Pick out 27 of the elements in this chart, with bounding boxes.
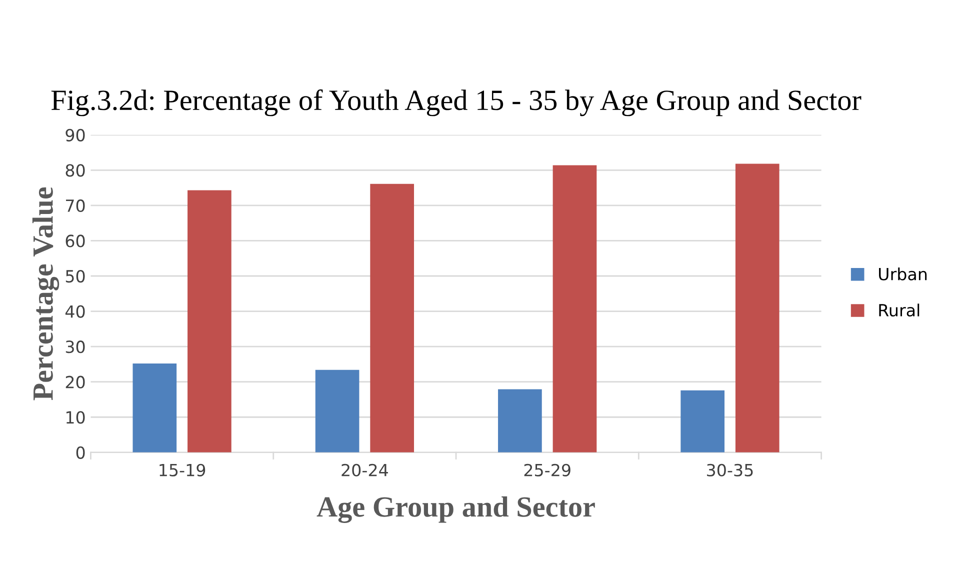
bar <box>132 364 177 452</box>
chart-title: Fig.3.2d: Percentage of Youth Aged 15 - 35 by Age Group and Sector <box>51 89 862 116</box>
bar <box>552 165 597 452</box>
bar <box>735 164 780 452</box>
x-tick-label: 20-24 <box>342 464 388 476</box>
y-tick-label: 50 <box>66 270 85 283</box>
bar <box>188 190 232 452</box>
legend-label: Rural <box>879 304 920 317</box>
bar <box>370 184 414 452</box>
legend-label: Urban <box>879 268 927 280</box>
y-tick-label: 70 <box>66 199 85 212</box>
x-axis-title: Age Group and Sector <box>316 496 595 523</box>
bar <box>680 390 724 452</box>
y-tick-label: 20 <box>66 376 85 388</box>
x-tick-label: 30-35 <box>707 464 753 476</box>
y-tick-label: 90 <box>66 128 85 142</box>
bar <box>315 370 360 452</box>
y-tick-label: 30 <box>66 340 85 354</box>
x-tick-label: 15-19 <box>160 464 206 476</box>
y-tick-label: 80 <box>66 164 85 177</box>
y-tick-label: 0 <box>76 446 85 459</box>
y-tick-label: 10 <box>66 411 85 424</box>
bar <box>498 389 542 452</box>
y-tick-label: 40 <box>65 305 85 318</box>
y-tick-label: 60 <box>66 234 85 248</box>
y-axis-title: Percentage Value <box>32 187 60 400</box>
x-tick-label: 25-29 <box>524 464 570 476</box>
